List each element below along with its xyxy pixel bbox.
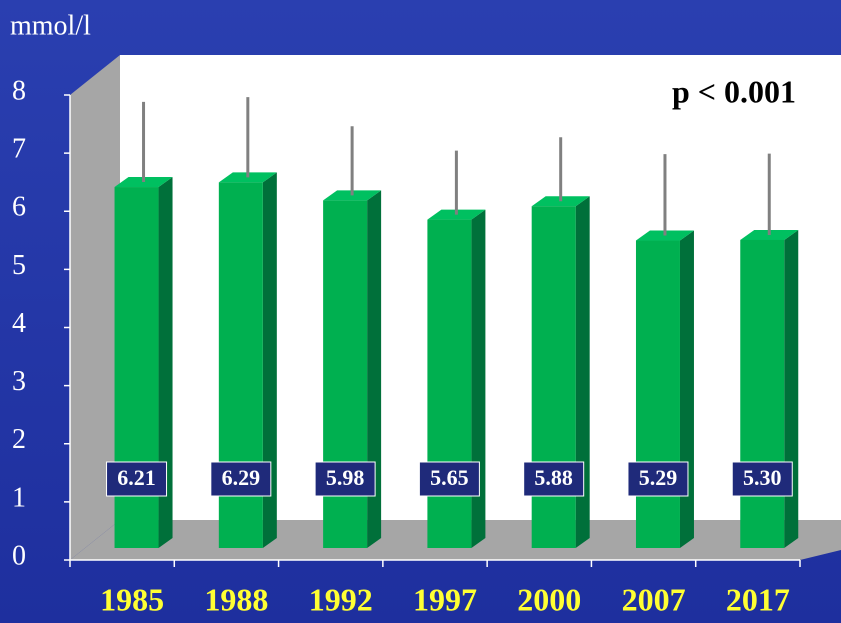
value-label: 5.98 [326, 465, 365, 490]
bar-side [679, 230, 694, 549]
annotation: p < 0.001 [672, 73, 796, 109]
y-tick-label: 3 [12, 366, 26, 397]
value-label: 6.21 [117, 465, 156, 490]
value-label: 6.29 [222, 465, 261, 490]
value-label-box [523, 461, 585, 497]
bar [531, 206, 576, 548]
x-tick-label: 2000 [517, 581, 581, 617]
y-tick-label: 8 [12, 75, 26, 106]
x-tick-label: 2007 [622, 581, 686, 617]
bar [635, 240, 680, 549]
y-tick-label: 5 [12, 250, 26, 281]
value-label: 5.29 [639, 465, 678, 490]
value-label-box [627, 461, 689, 497]
value-label-box [106, 461, 168, 497]
y-tick-label: 4 [12, 308, 26, 339]
x-tick-label: 1997 [413, 581, 477, 617]
y-tick-label: 0 [12, 540, 26, 571]
bar-side [784, 229, 799, 548]
x-tick-label: 1992 [309, 581, 373, 617]
x-tick-label: 1985 [100, 581, 164, 617]
y-axis-label: mmol/l [10, 10, 91, 41]
bar-side [262, 172, 277, 549]
bar [427, 219, 472, 548]
value-label: 5.30 [743, 465, 782, 490]
value-label-box [418, 461, 480, 497]
value-label: 5.88 [534, 465, 573, 490]
y-tick-label: 7 [12, 134, 26, 165]
x-tick-label: 2017 [726, 581, 790, 617]
bar-side [575, 196, 590, 548]
plot-area: 0 1 2 3 4 5 6 7 8 6.21 1985 6.29 1988 5.98 1992 5.65 199… [12, 55, 841, 617]
bar [740, 239, 785, 548]
value-label-box [314, 461, 376, 497]
bar-side [471, 209, 486, 548]
bar-side [158, 177, 173, 548]
value-label-box [210, 461, 272, 497]
y-tick-label: 1 [12, 482, 26, 513]
y-tick-label: 6 [12, 192, 26, 223]
x-tick-label: 1988 [204, 581, 268, 617]
side-wall [70, 55, 120, 560]
bar-side [367, 190, 382, 548]
value-label-box [731, 461, 793, 497]
y-tick-label: 2 [12, 424, 26, 455]
value-label: 5.65 [430, 465, 469, 490]
